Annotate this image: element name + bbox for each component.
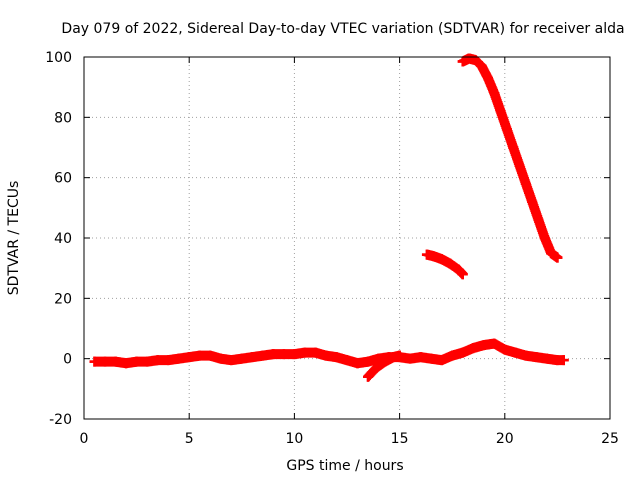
data-point — [342, 355, 352, 366]
data-point — [163, 355, 174, 366]
data-point — [482, 73, 493, 84]
x-axis-label: GPS time / hours — [286, 458, 403, 474]
data-point — [310, 347, 321, 358]
data-point — [110, 356, 121, 367]
data-point — [501, 124, 512, 135]
y-tick-label: 60 — [54, 171, 72, 187]
data-point — [426, 353, 437, 364]
x-tick-label: 20 — [496, 431, 514, 447]
data-point — [457, 269, 468, 280]
data-point — [468, 343, 479, 354]
data-point — [527, 196, 538, 207]
y-tick-label: -20 — [49, 412, 72, 428]
data-point-markers — [457, 53, 563, 263]
data-point — [558, 355, 569, 366]
data-point — [352, 358, 363, 369]
x-tick-label: 0 — [80, 431, 89, 447]
data-point — [531, 352, 542, 363]
data-point — [489, 338, 500, 349]
series-upper-arc — [457, 53, 563, 263]
data-point — [205, 350, 216, 361]
data-point — [415, 352, 426, 363]
ticks: 0 5 10 15 20 25 -20 0 20 40 60 80 100 — [45, 50, 619, 447]
data-point — [436, 254, 447, 265]
data-point — [331, 352, 342, 363]
data-point — [142, 356, 153, 367]
data-point — [184, 352, 195, 363]
data-point — [215, 353, 226, 364]
x-tick-label: 25 — [601, 431, 619, 447]
y-tick-label: 40 — [54, 231, 72, 247]
data-point — [510, 347, 521, 358]
series-main — [89, 338, 569, 369]
data-point — [226, 355, 237, 366]
data-point — [495, 106, 506, 117]
data-point — [539, 233, 550, 243]
data-point — [152, 355, 163, 366]
data-point — [363, 356, 374, 367]
x-tick-label: 5 — [185, 431, 194, 447]
data-point — [173, 353, 184, 364]
data-point — [405, 353, 416, 364]
data-point — [428, 251, 439, 262]
data-point — [379, 356, 390, 367]
data-point — [436, 355, 447, 366]
data-point — [194, 350, 205, 361]
data-point — [257, 350, 268, 361]
data-point — [247, 352, 258, 363]
x-tick-label: 15 — [391, 431, 409, 447]
y-tick-label: 100 — [45, 50, 72, 66]
data-point — [121, 358, 132, 369]
data-point — [476, 61, 487, 72]
data-point — [445, 258, 456, 269]
data-point — [514, 160, 525, 171]
data-point — [546, 248, 557, 259]
data-point — [388, 352, 399, 363]
data-point — [457, 56, 468, 67]
data-point — [236, 353, 247, 364]
chart-title: Day 079 of 2022, Sidereal Day-to-day VTE… — [61, 21, 624, 37]
data-point — [421, 249, 432, 260]
series-mid-arc — [421, 249, 468, 280]
data-point — [489, 88, 500, 99]
y-tick-label: 20 — [54, 291, 72, 307]
data-point — [552, 252, 563, 263]
x-tick-label: 10 — [285, 431, 303, 447]
data-point — [520, 178, 531, 189]
data-point — [478, 340, 489, 351]
data-point — [541, 353, 552, 364]
y-tick-label: 80 — [54, 110, 72, 126]
series-dip — [363, 350, 405, 382]
data-points — [89, 53, 569, 382]
y-tick-label: 0 — [63, 352, 72, 368]
data-point — [268, 349, 279, 360]
data-point — [371, 362, 382, 373]
data-point — [320, 350, 331, 361]
data-point — [278, 349, 289, 360]
data-point — [131, 356, 142, 367]
data-point — [499, 344, 510, 355]
data-point — [100, 356, 111, 367]
data-point — [89, 356, 100, 367]
data-point — [508, 142, 519, 153]
data-point — [447, 350, 458, 361]
data-point — [289, 349, 300, 360]
y-axis-label: SDTVAR / TECUs — [6, 181, 22, 296]
data-point — [520, 350, 531, 361]
data-point — [394, 350, 405, 361]
data-point — [299, 347, 310, 358]
data-point — [533, 214, 544, 225]
data-point — [457, 347, 468, 358]
data-point — [363, 371, 374, 382]
data-point — [464, 53, 475, 64]
